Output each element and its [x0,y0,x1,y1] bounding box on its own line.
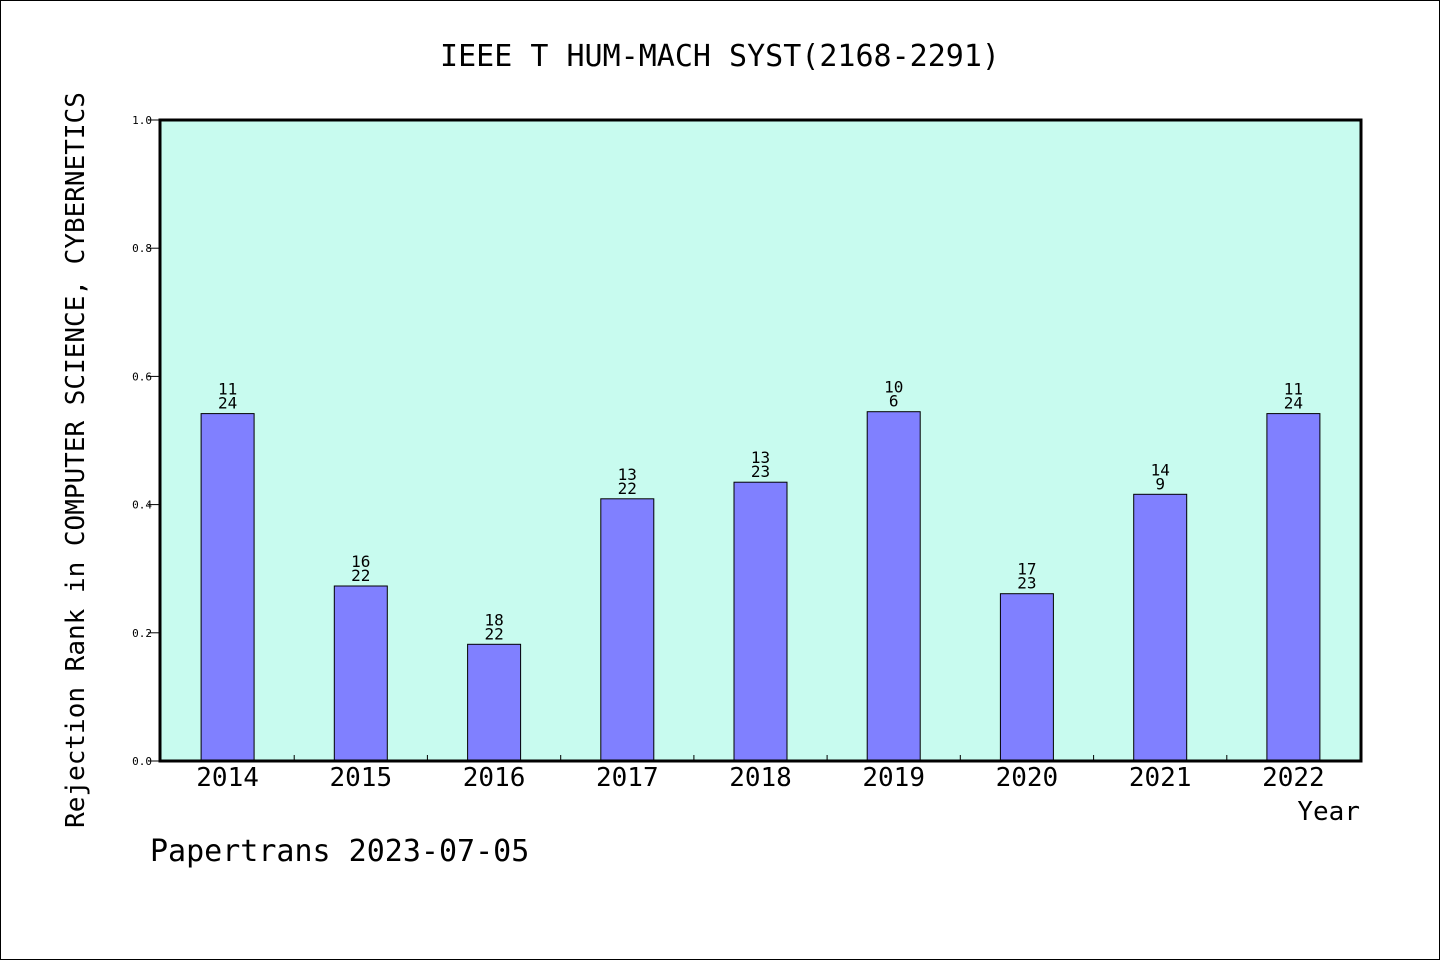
bar-label-top-2015: 16 [351,552,370,571]
bar-label-bottom-2020: 23 [1017,574,1036,593]
bar-label-bottom-2022: 24 [1284,394,1303,413]
bar-label-top-2020: 17 [1017,560,1036,579]
bar-label-bottom-2016: 22 [484,624,503,643]
x-tick-label-2018: 2018 [729,763,792,793]
footer-note: Papertrans 2023-07-05 [150,834,530,869]
bar-label-bottom-2015: 22 [351,566,370,585]
y-tick-label: 0.0 [132,755,152,768]
y-tick-label: 1.0 [132,114,152,127]
bar-2019 [866,411,921,762]
bar-label-top-2018: 13 [751,448,770,467]
bars-layer [200,411,1321,762]
x-ticks-layer: 2014 2015 2016 2017 2018 2019 2020 2021 2022 [196,755,1325,793]
x-tick-label-2022: 2022 [1262,763,1325,793]
bar-label-top-2022: 11 [1284,380,1303,399]
bar-2020 [999,593,1054,762]
x-axis-label: Year [1297,797,1360,827]
bar-label-top-2014: 11 [218,380,237,399]
y-tick-label: 0.6 [132,370,152,383]
bar-label-top-2016: 18 [484,610,503,629]
bar-label-bottom-2019: 6 [889,392,899,411]
y-tick-label: 0.2 [132,627,152,640]
y-tick-label: 0.4 [132,499,152,512]
bar-label-bottom-2014: 24 [218,394,237,413]
bar-label-bottom-2017: 22 [618,479,637,498]
x-tick-label-2017: 2017 [596,763,659,793]
plot-border [158,118,1363,763]
bar-label-bottom-2018: 23 [751,462,770,481]
bar-2021 [1133,493,1188,762]
x-tick-label-2019: 2019 [862,763,925,793]
bar-label-top-2017: 13 [618,465,637,484]
bar-2016 [467,643,522,762]
bar-2017 [600,498,655,762]
y-tick-label: 0.8 [132,242,152,255]
bar-2015 [333,585,388,762]
bar-label-top-2021: 14 [1151,460,1170,479]
x-tick-label-2016: 2016 [463,763,526,793]
bar-label-bottom-2021: 9 [1155,474,1165,493]
bar-2014 [200,413,255,762]
x-tick-label-2020: 2020 [996,763,1059,793]
x-tick-label-2021: 2021 [1129,763,1192,793]
bar-2022 [1266,413,1321,762]
x-tick-label-2014: 2014 [196,763,259,793]
x-tick-label-2015: 2015 [329,763,392,793]
y-ticks-layer: 0.0 0.2 0.4 0.6 0.8 1.0 [132,114,160,768]
bar-2018 [733,481,788,762]
bar-label-top-2019: 10 [884,378,903,397]
chart-title: IEEE T HUM-MACH SYST(2168-2291) [440,39,1000,74]
y-axis-label: Rejection Rank in COMPUTER SCIENCE, CYBE… [61,92,91,828]
